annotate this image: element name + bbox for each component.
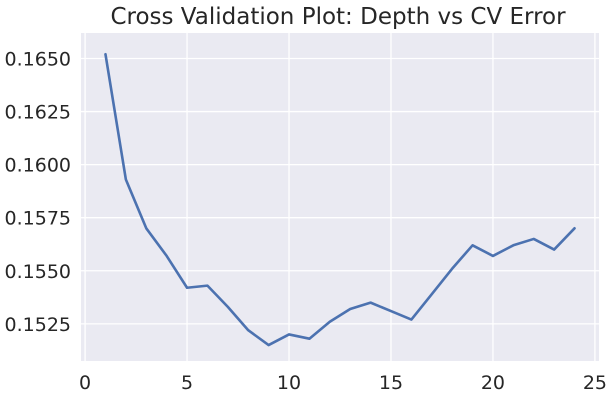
series-layer (104, 52, 576, 347)
x-tick-label: 20 (481, 372, 505, 394)
x-tick-label: 0 (79, 372, 91, 394)
y-tick-label: 0.1525 (5, 314, 71, 336)
grid (81, 33, 599, 361)
y-tick-label: 0.1650 (5, 48, 71, 70)
y-axis-ticks: 0.1525 0.1550 0.1575 0.1600 0.1625 0.1650 (5, 48, 71, 335)
y-tick-label: 0.1600 (5, 155, 71, 177)
y-tick-label: 0.1625 (5, 102, 71, 124)
chart-title: Cross Validation Plot: Depth vs CV Error (110, 4, 566, 30)
y-tick-label: 0.1575 (5, 208, 71, 230)
x-axis-ticks: 0 5 10 15 20 25 (79, 372, 607, 394)
plot-area (81, 33, 599, 361)
x-tick-label: 10 (277, 372, 301, 394)
x-tick-label: 15 (379, 372, 403, 394)
series-line (104, 52, 576, 347)
x-tick-label: 5 (181, 372, 193, 394)
y-tick-label: 0.1550 (5, 261, 71, 283)
x-tick-label: 25 (583, 372, 607, 394)
